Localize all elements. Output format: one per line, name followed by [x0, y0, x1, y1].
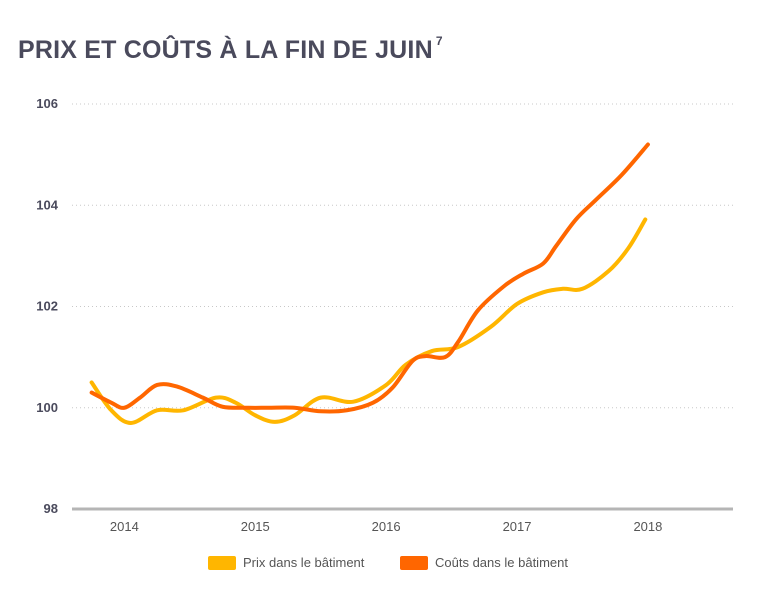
x-tick-label: 2016: [372, 519, 401, 534]
legend-item-couts: Coûts dans le bâtiment: [400, 555, 568, 570]
chart-legend: Prix dans le bâtiment Coûts dans le bâti…: [0, 555, 768, 575]
y-tick-label: 100: [36, 400, 58, 415]
line-chart: 98 100 102 104 106 2014 2015 2016 2017 2018: [36, 96, 733, 534]
legend-swatch-couts: [400, 555, 428, 570]
x-tick-label: 2014: [110, 519, 139, 534]
legend-swatch-prix: [208, 555, 236, 570]
gridlines: [72, 103, 733, 409]
series-lines: [89, 142, 650, 425]
y-tick-label: 106: [36, 96, 58, 111]
chart-title: PRIX ET COÛTS À LA FIN DE JUIN 7: [18, 33, 443, 65]
legend-item-prix: Prix dans le bâtiment: [208, 555, 364, 570]
series-line-couts: [89, 142, 650, 414]
y-tick-label: 98: [44, 501, 58, 516]
y-tick-label: 104: [36, 197, 58, 212]
x-tick-label: 2018: [633, 519, 662, 534]
x-tick-label: 2015: [241, 519, 270, 534]
chart-title-text: PRIX ET COÛTS À LA FIN DE JUIN: [18, 36, 433, 64]
chart-title-footnote: 7: [435, 33, 443, 48]
y-axis-ticks: 98 100 102 104 106: [36, 96, 58, 516]
x-axis-ticks: 2014 2015 2016 2017 2018: [110, 519, 662, 534]
legend-label-prix: Prix dans le bâtiment: [243, 555, 365, 570]
series-line-prix: [89, 217, 648, 425]
legend-label-couts: Coûts dans le bâtiment: [435, 555, 568, 570]
x-tick-label: 2017: [503, 519, 532, 534]
y-tick-label: 102: [36, 299, 58, 314]
